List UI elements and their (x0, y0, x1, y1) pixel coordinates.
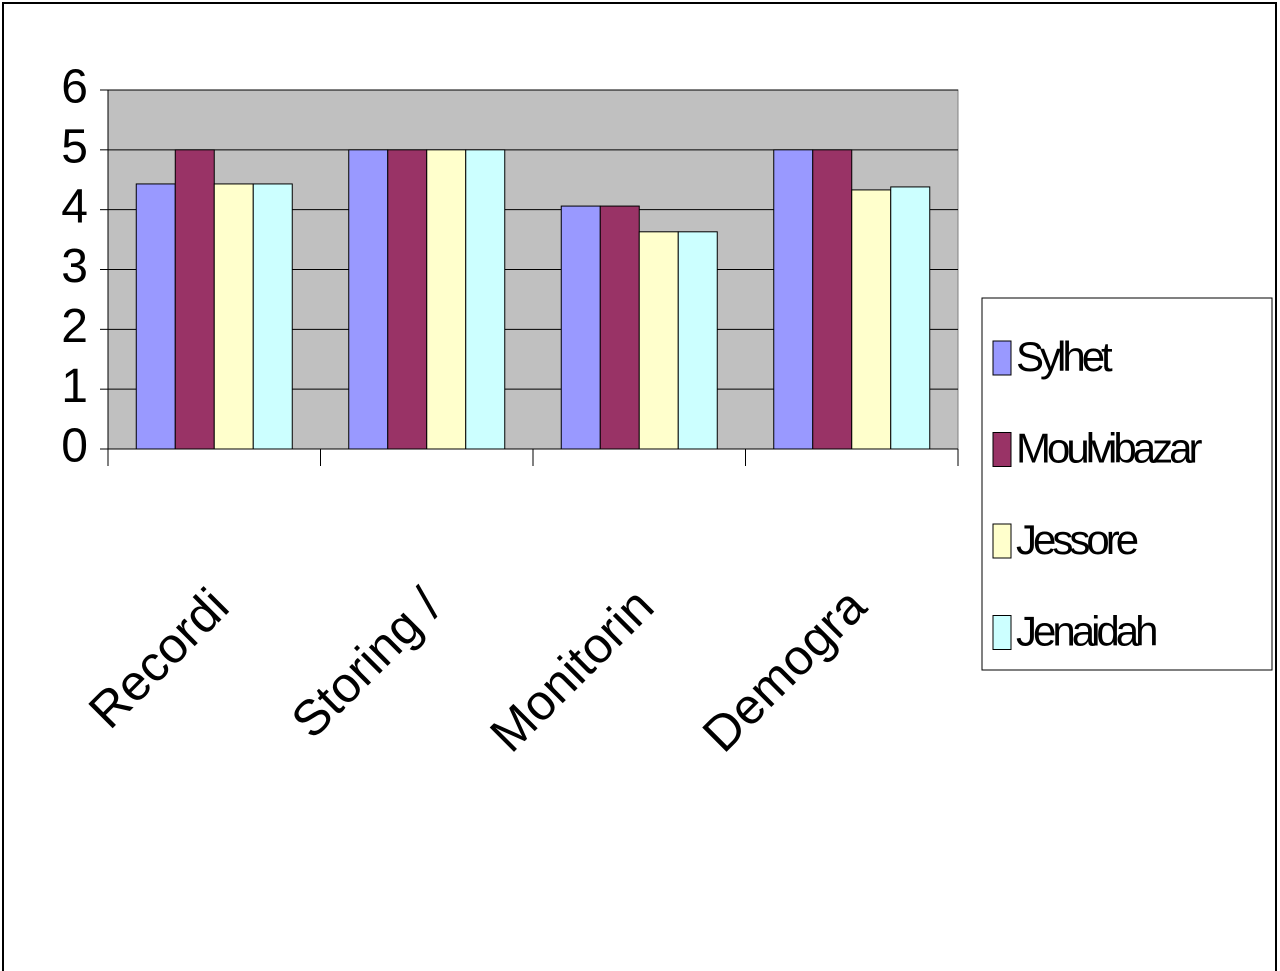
bar (851, 189, 892, 450)
bar (426, 149, 467, 450)
y-tick-label: 2 (61, 300, 88, 353)
bar (387, 149, 428, 450)
bar (773, 149, 814, 450)
bar (135, 183, 176, 450)
legend-swatch (992, 615, 1012, 650)
legend (981, 297, 1273, 671)
y-tick-label: 0 (61, 420, 88, 473)
bar (348, 149, 389, 450)
bar (890, 186, 931, 450)
bar (213, 183, 254, 450)
legend-label: Jenaidah (1016, 608, 1156, 655)
legend-label: Sylhet (1016, 333, 1113, 380)
y-tick-label: 3 (61, 240, 88, 293)
bar (465, 149, 506, 450)
legend-swatch (992, 340, 1012, 376)
bar (599, 205, 640, 450)
legend-swatch (992, 523, 1012, 559)
y-tick-label: 6 (61, 61, 88, 114)
bar (252, 183, 293, 450)
bar (174, 149, 215, 450)
bar (812, 149, 853, 450)
y-tick-label: 5 (61, 121, 88, 174)
y-tick-label: 4 (61, 180, 88, 233)
y-tick-label: 1 (61, 360, 88, 413)
legend-label: Moulvibazar (1016, 425, 1202, 472)
bar (638, 231, 679, 450)
legend-label: Jessore (1016, 516, 1138, 563)
bar (677, 231, 718, 450)
bar (560, 205, 601, 450)
legend-swatch (992, 432, 1012, 467)
